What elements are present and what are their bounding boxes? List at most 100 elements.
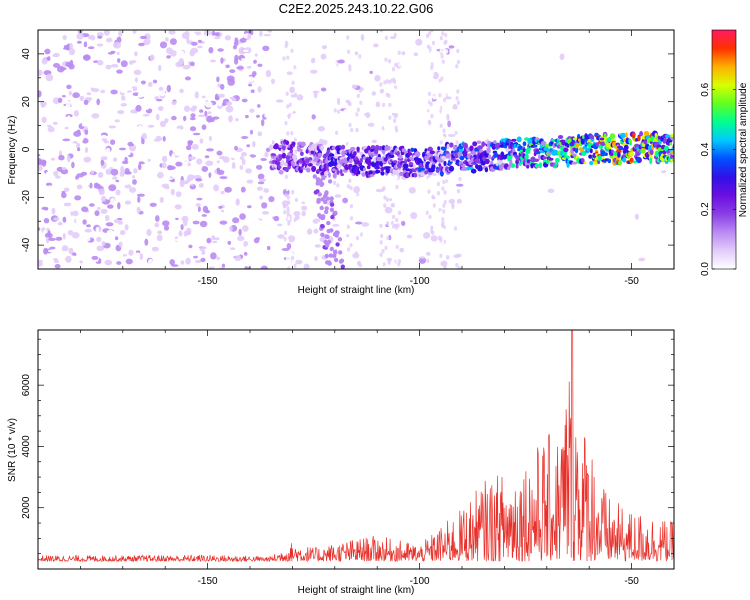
- spectrogram-cell: [162, 220, 170, 227]
- spectrogram-cell: [262, 45, 270, 51]
- spectrogram-cell: [338, 259, 344, 264]
- spectrogram-cell: [41, 206, 49, 211]
- spectrogram-cell: [407, 152, 413, 156]
- spectrogram-cell: [369, 70, 373, 74]
- spectrogram-cell: [267, 221, 275, 226]
- spectrogram-cell: [311, 114, 316, 120]
- spectrogram-cell: [291, 80, 295, 86]
- spectrogram-cell: [234, 255, 242, 262]
- spectrogram-cell: [91, 188, 98, 196]
- spectrogram-cell: [178, 58, 185, 65]
- spectrogram-cell: [410, 259, 417, 267]
- spectrogram-cell: [356, 146, 360, 152]
- spectrogram-cell: [533, 158, 540, 162]
- spectrogram-cell: [558, 37, 567, 45]
- spectrogram-cell: [314, 244, 321, 248]
- spectrogram-cell: [266, 245, 271, 251]
- spectrogram-cell: [572, 153, 577, 157]
- spectrogram-cell: [397, 210, 402, 215]
- spectrogram-cell: [434, 134, 442, 138]
- spectrogram-cell: [143, 84, 151, 92]
- spectrogram-cell: [449, 142, 454, 148]
- spectrogram-cell: [361, 172, 366, 177]
- spectrogram-cell: [218, 156, 227, 160]
- spectrogram-cell: [128, 249, 134, 256]
- spectrogram-cell: [432, 173, 437, 176]
- spectrogram-cell: [285, 30, 290, 36]
- spectrogram-cell: [584, 69, 591, 74]
- spectrogram-cell: [63, 77, 68, 84]
- spectrogram-cell: [399, 173, 404, 177]
- spectrogram-cell: [294, 149, 298, 154]
- spectrogram-cell: [284, 230, 288, 236]
- spectrogram-cell: [550, 138, 556, 142]
- spectrogram-cell: [318, 178, 323, 183]
- spectrogram-cell: [268, 196, 275, 203]
- spectrogram-cell: [42, 94, 47, 99]
- spectrogram-cell: [439, 81, 443, 87]
- colorbar-tick-label: 0.0: [700, 262, 711, 276]
- spectrogram-cell: [516, 136, 522, 143]
- spectrogram-cell: [46, 124, 52, 128]
- spectrogram-cell: [466, 41, 472, 45]
- spectrogram-cell: [622, 157, 627, 163]
- spectrogram-cell: [325, 126, 331, 134]
- spectrogram-cell: [374, 74, 381, 82]
- x-tick-label: -50: [624, 276, 639, 287]
- spectrogram-cell: [278, 63, 284, 68]
- spectrogram-cell: [198, 183, 204, 188]
- spectrogram-cell: [216, 169, 225, 175]
- spectrogram-cell: [63, 187, 70, 192]
- spectrogram-cell: [140, 80, 146, 85]
- spectrogram-cell: [187, 140, 194, 144]
- spectrogram-cell: [214, 32, 220, 37]
- spectrogram-cell: [380, 233, 384, 239]
- spectrogram-cell: [133, 168, 138, 174]
- spectrogram-cell: [442, 179, 446, 185]
- spectrogram-cell: [391, 67, 395, 72]
- spectrogram-cell: [78, 137, 84, 142]
- spectrogram-cell: [121, 180, 129, 186]
- spectrogram-cell: [133, 218, 137, 226]
- spectrogram-cell: [307, 37, 316, 44]
- spectrogram-cell: [132, 179, 137, 185]
- spectrogram-cell: [324, 170, 329, 177]
- spectrogram-cell: [373, 43, 379, 48]
- spectrogram-cell: [384, 228, 391, 233]
- spectrogram-cell: [218, 205, 223, 209]
- spectrogram-cell: [147, 81, 153, 87]
- spectrogram-cell: [401, 51, 406, 56]
- spectrogram-cell: [107, 52, 114, 55]
- spectrogram-cell: [638, 257, 646, 262]
- spectrogram-cell: [215, 121, 222, 128]
- spectrogram-cell: [98, 258, 102, 264]
- spectrogram-cell: [300, 141, 306, 147]
- spectrogram-cell: [437, 111, 441, 116]
- spectrogram-cell: [430, 65, 434, 71]
- spectrogram-cell: [369, 174, 375, 177]
- spectrogram-cell: [441, 135, 445, 141]
- spectrogram-cell: [226, 166, 230, 171]
- spectrogram-cell: [670, 154, 674, 160]
- spectrogram-cell: [42, 213, 48, 217]
- spectrogram-cell: [100, 89, 105, 94]
- spectrogram-cell: [431, 199, 435, 204]
- spectrogram-cell: [232, 217, 240, 224]
- spectrogram-cell: [101, 137, 107, 142]
- spectrogram-cell: [100, 159, 105, 166]
- spectrogram-cell: [180, 224, 184, 231]
- spectrogram-cell: [455, 64, 459, 69]
- spectrogram-cell: [337, 109, 341, 114]
- spectrogram-cell: [534, 227, 540, 234]
- spectrogram-cell: [250, 89, 255, 93]
- spectrogram-cell: [176, 128, 182, 133]
- spectrogram-cell: [189, 50, 195, 57]
- spectrogram-cell: [129, 187, 137, 193]
- spectrogram-cell: [110, 64, 119, 68]
- spectrogram-cell: [293, 30, 297, 35]
- spectrogram-cell: [290, 88, 294, 93]
- spectrogram-cell: [439, 253, 443, 258]
- spectrogram-cell: [617, 152, 621, 158]
- spectrogram-cell: [52, 97, 60, 105]
- spectrogram-cell: [470, 96, 478, 103]
